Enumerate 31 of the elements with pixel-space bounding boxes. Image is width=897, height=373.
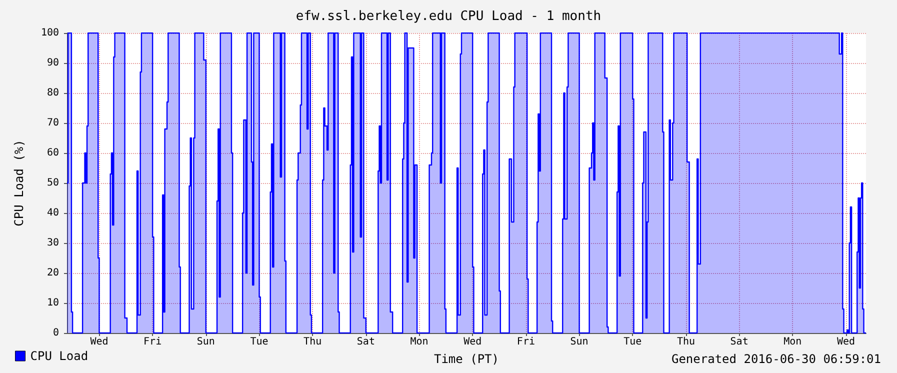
x-tick-label: Mon (784, 336, 802, 348)
x-axis-title: Time (PT) (434, 352, 500, 366)
y-tick-label: 90 (46, 58, 59, 68)
x-tick-label: Tue (250, 336, 268, 348)
x-tick-label: Wed (836, 336, 856, 348)
y-tick-label: 30 (46, 238, 59, 248)
y-tick-label: 50 (46, 178, 59, 188)
x-tick-label: Thu (304, 336, 322, 348)
legend-label: CPU Load (30, 349, 88, 363)
x-tick-label: Fri (144, 336, 162, 348)
y-tick-label: 40 (46, 208, 59, 218)
y-tick-label: 70 (46, 118, 59, 128)
y-tick-label: 10 (46, 298, 59, 308)
y-tick-label: 100 (40, 28, 59, 38)
chart-title: efw.ssl.berkeley.edu CPU Load - 1 month (296, 9, 602, 24)
y-axis-title: CPU Load (%) (12, 140, 26, 226)
x-tick-label: Tue (624, 336, 642, 348)
x-tick-label: Sun (570, 336, 588, 348)
y-tick-label: 20 (46, 268, 59, 278)
x-tick-label: Fri (516, 336, 535, 348)
text: Generated 2016-06-30 06:59:01 (671, 352, 881, 366)
y-tick-label: 0 (52, 328, 59, 338)
x-tick-label: Sat (356, 336, 375, 348)
x-tick-label: Wed (90, 336, 108, 348)
y-tick-label: 60 (46, 148, 59, 158)
x-tick-label: Sat (730, 336, 748, 348)
y-tick-label: 80 (46, 88, 59, 98)
x-tick-label: Sun (196, 336, 215, 348)
x-tick-label: Thu (676, 336, 696, 348)
x-tick-label: Wed (464, 336, 482, 348)
x-tick-label: Mon (410, 336, 428, 348)
